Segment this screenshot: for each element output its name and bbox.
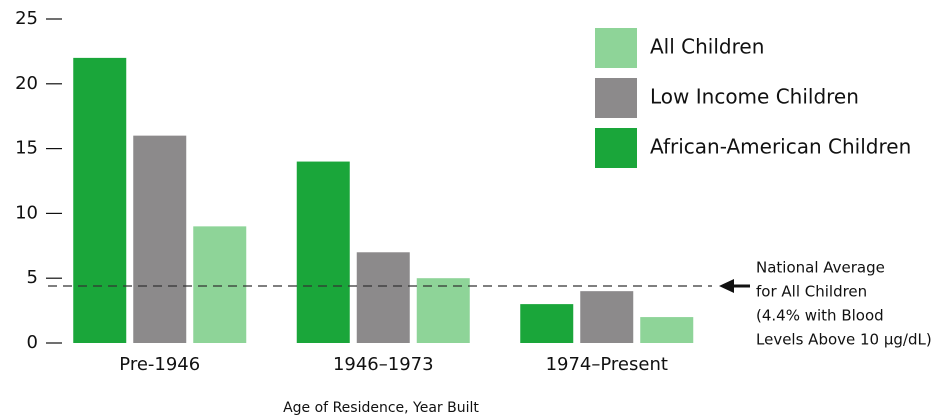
annotation: Levels Above 10 µg/dL) (756, 331, 932, 349)
y-tick-label: 20 (15, 73, 38, 94)
legend-label: African-American Children (650, 135, 911, 159)
bar (640, 317, 694, 343)
bar (73, 57, 127, 343)
x-tick-label: 1974–Present (546, 354, 668, 375)
bar (356, 252, 410, 343)
bar (416, 278, 470, 343)
bar (520, 304, 574, 343)
legend-swatch (595, 128, 637, 168)
annotation: for All Children (756, 283, 867, 301)
bar (193, 226, 247, 343)
legend-swatch (595, 78, 637, 118)
arrow-head (719, 278, 734, 293)
x-tick-label: Pre-1946 (119, 354, 200, 375)
annotation: (4.4% with Blood (756, 307, 884, 325)
legend-label: Low Income Children (650, 85, 859, 109)
y-tick-label: 25 (15, 8, 38, 29)
x-axis-label: Age of Residence, Year Built (283, 400, 479, 416)
y-tick-label: 15 (15, 138, 38, 159)
bar (133, 135, 187, 343)
bar (580, 291, 634, 343)
legend-swatch (595, 28, 637, 68)
x-tick-label: 1946–1973 (333, 354, 434, 375)
y-tick-label: 10 (15, 202, 38, 223)
bar (296, 161, 350, 343)
legend-label: All Children (650, 35, 764, 59)
annotation: National Average (756, 259, 885, 277)
y-tick-label: 0 (27, 332, 38, 353)
y-tick-label: 5 (27, 267, 38, 288)
